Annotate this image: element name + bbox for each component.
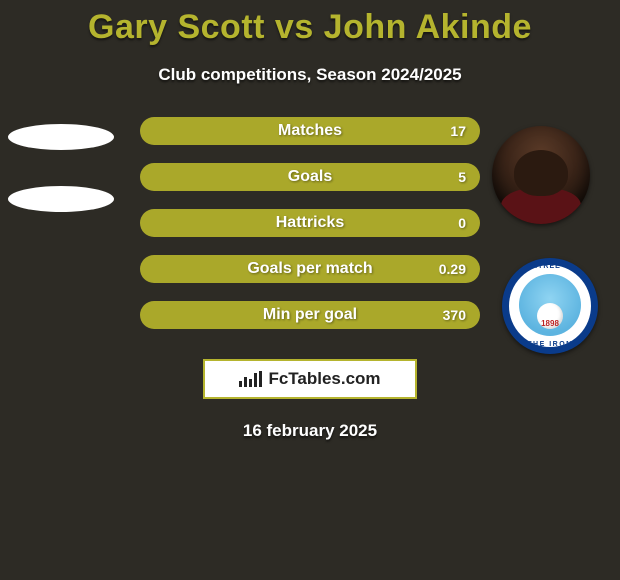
date-text: 16 february 2025 — [0, 421, 620, 441]
stat-label: Min per goal — [263, 306, 357, 324]
stat-bar: Min per goal 370 — [140, 301, 480, 329]
stat-value-right: 17 — [450, 123, 466, 139]
badge-year: 1898 — [541, 319, 559, 328]
stat-value-right: 0.29 — [439, 261, 466, 277]
badge-top-text: BRAINTREE TOWN — [509, 263, 591, 270]
stat-label: Goals per match — [247, 260, 372, 278]
portrait-head — [514, 150, 568, 196]
page-title: Gary Scott vs John Akinde — [0, 0, 620, 47]
stat-value-right: 370 — [443, 307, 466, 323]
stat-bar: Matches 17 — [140, 117, 480, 145]
stat-bar: Hattricks 0 — [140, 209, 480, 237]
brand-box[interactable]: FcTables.com — [203, 359, 417, 399]
bar-chart-icon — [239, 371, 262, 387]
stat-bar: Goals per match 0.29 — [140, 255, 480, 283]
ellipse-placeholder — [8, 124, 114, 150]
subtitle: Club competitions, Season 2024/2025 — [0, 65, 620, 85]
stat-value-right: 0 — [458, 215, 466, 231]
club-badge: BRAINTREE TOWN 1898 THE IRON — [502, 258, 598, 354]
stat-bar: Goals 5 — [140, 163, 480, 191]
player-portrait — [492, 126, 590, 224]
badge-bottom-text: THE IRON — [527, 341, 572, 348]
stat-label: Matches — [278, 122, 342, 140]
stat-label: Goals — [288, 168, 332, 186]
stat-value-right: 5 — [458, 169, 466, 185]
left-player-placeholders — [8, 124, 114, 212]
stat-label: Hattricks — [276, 214, 344, 232]
brand-text: FcTables.com — [268, 369, 380, 389]
ellipse-placeholder — [8, 186, 114, 212]
